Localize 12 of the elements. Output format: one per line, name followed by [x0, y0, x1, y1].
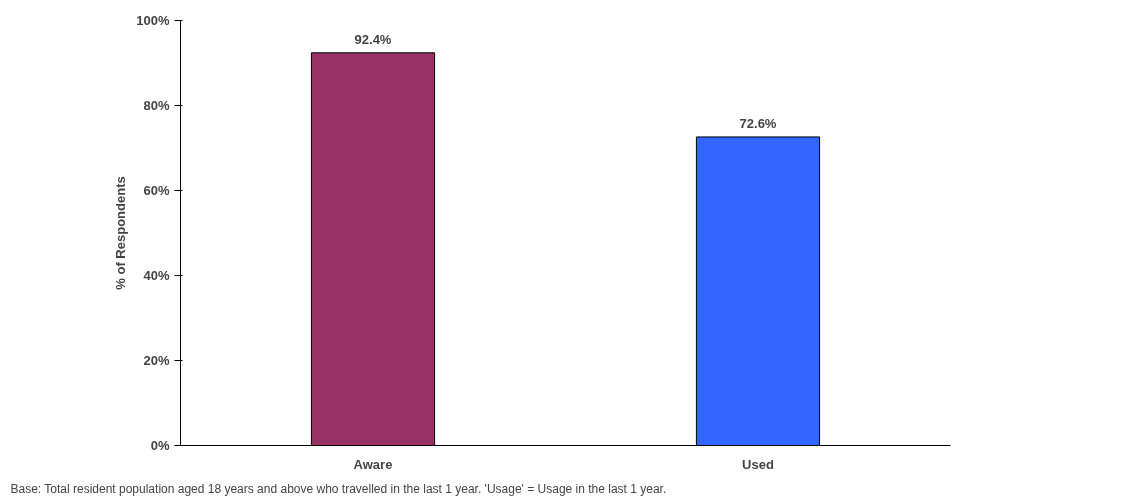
- y-tick-label: 40%: [143, 268, 170, 283]
- y-tick-label: 100%: [136, 13, 170, 28]
- x-tick-label: Aware: [353, 456, 393, 472]
- data-label: 92.4%: [354, 31, 392, 47]
- y-tick-label: 80%: [143, 98, 170, 113]
- y-tick-label: 60%: [143, 183, 170, 198]
- data-label: 72.6%: [739, 115, 777, 131]
- text: Base: Total resident population aged 18 years and above who travelled in the last 1 year. 'Usage' = Usage in the last 1 year.: [10, 481, 667, 496]
- y-axis-title: % of Respondents: [113, 176, 129, 290]
- y-tick-label: 20%: [143, 353, 170, 368]
- x-tick-label: Used: [742, 456, 774, 472]
- y-tick-label: 0%: [150, 438, 170, 453]
